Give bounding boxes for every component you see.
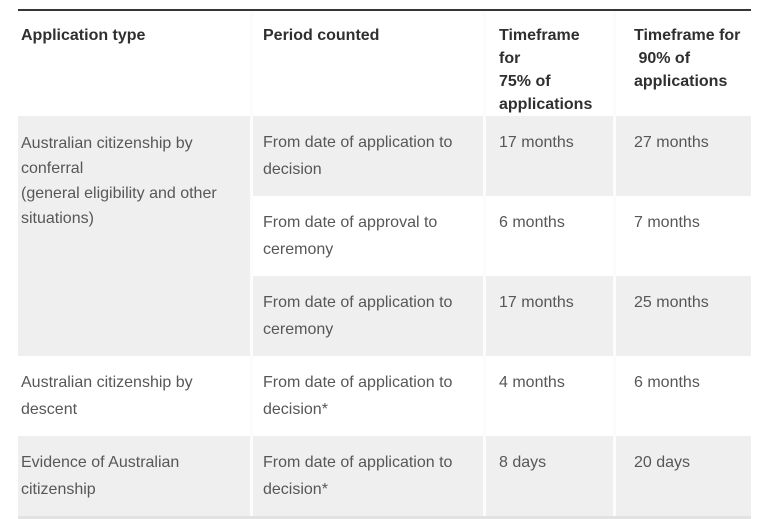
table-body: Australian citizenship by conferral (gen… — [18, 116, 751, 516]
cell-period: From date of application to decision* — [250, 436, 483, 516]
column-header-period-counted: Period counted — [250, 11, 483, 116]
cell-period: From date of application to decision* — [250, 356, 483, 436]
table-row: From date of approval to ceremony 6 mont… — [18, 196, 751, 276]
table-row: Australian citizenship by conferral (gen… — [18, 116, 751, 356]
cell-period: From date of application to decision — [250, 116, 483, 196]
cell-application-type-evidence: Evidence of Australian citizenship — [18, 436, 250, 516]
table-row: Australian citizenship by descent From d… — [18, 356, 751, 436]
cell-application-type-descent: Australian citizenship by descent — [18, 356, 250, 436]
cell-timeframe-90: 25 months — [613, 276, 751, 356]
column-header-timeframe-90: Timeframe for 90% of applications — [613, 11, 751, 116]
table-row: From date of application to ceremony 17 … — [18, 276, 751, 356]
cell-timeframe-90: 7 months — [613, 196, 751, 276]
processing-times-table: Application type Period counted Timefram… — [18, 9, 751, 519]
table-row: Evidence of Australian citizenship From … — [18, 436, 751, 516]
cell-timeframe-90: 27 months — [613, 116, 751, 196]
cell-timeframe-75: 17 months — [483, 276, 613, 356]
table-header: Application type Period counted Timefram… — [18, 11, 751, 116]
cell-timeframe-75: 17 months — [483, 116, 613, 196]
cell-timeframe-90: 6 months — [613, 356, 751, 436]
cell-period: From date of approval to ceremony — [250, 196, 483, 276]
column-header-timeframe-75: Timeframe for 75% of applications — [483, 11, 613, 116]
cell-application-type-conferral: Australian citizenship by conferral (gen… — [18, 116, 250, 356]
cell-timeframe-90: 20 days — [613, 436, 751, 516]
column-header-application-type: Application type — [18, 11, 250, 116]
header-row: Application type Period counted Timefram… — [18, 11, 751, 116]
cell-timeframe-75: 6 months — [483, 196, 613, 276]
cell-timeframe-75: 8 days — [483, 436, 613, 516]
cell-timeframe-75: 4 months — [483, 356, 613, 436]
cell-period: From date of application to ceremony — [250, 276, 483, 356]
citizenship-processing-times: Application type Period counted Timefram… — [18, 9, 751, 519]
